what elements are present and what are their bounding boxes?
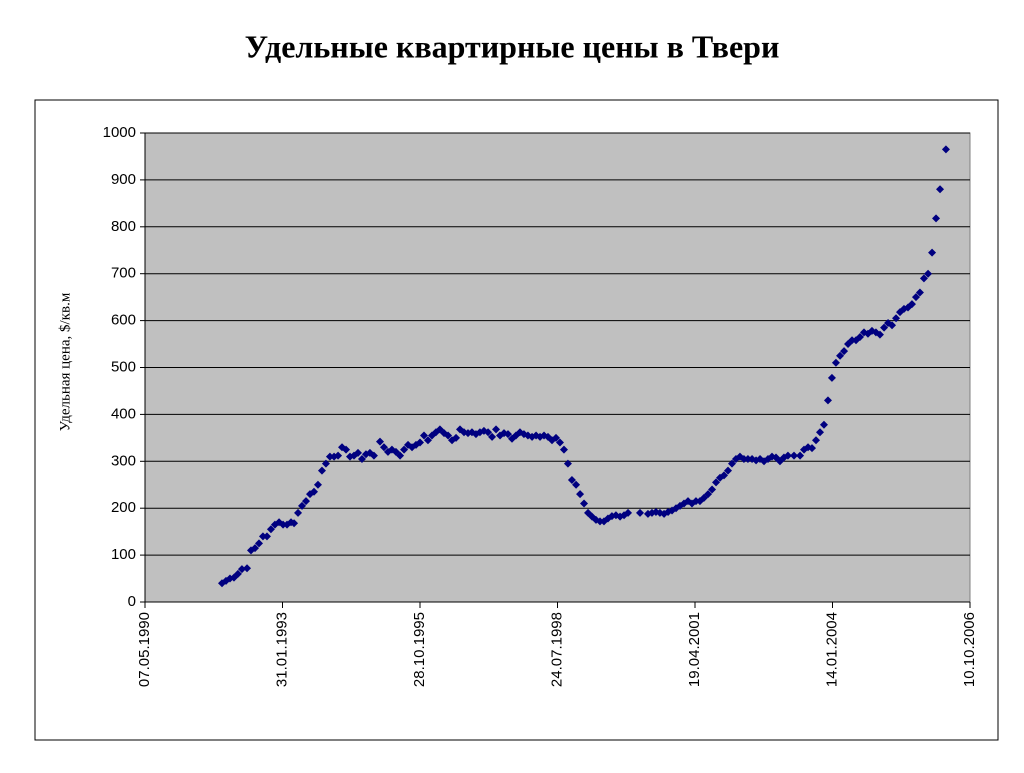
data-point [375, 437, 384, 446]
data-point [743, 454, 752, 463]
data-point [551, 433, 560, 442]
data-point [567, 476, 576, 485]
data-point [357, 454, 366, 463]
data-point [325, 452, 334, 461]
data-point [317, 466, 326, 475]
data-point [555, 438, 564, 447]
y-tick-label: 200 [111, 499, 136, 516]
data-point [563, 459, 572, 468]
data-point [712, 478, 721, 487]
y-tick-label: 1000 [103, 124, 136, 141]
data-point [444, 431, 453, 440]
data-point [353, 448, 362, 457]
data-point [636, 508, 644, 517]
data-point [237, 565, 246, 574]
data-point [831, 358, 840, 367]
data-point [815, 428, 824, 437]
data-point [266, 525, 275, 534]
chart-title: Удельные квартирные цены в Твери [245, 28, 780, 64]
y-tick-label: 600 [111, 312, 136, 329]
data-point [812, 436, 820, 445]
data-point [334, 451, 343, 460]
data-point [309, 487, 318, 496]
data-point [928, 248, 937, 257]
data-point [823, 396, 832, 405]
x-tick-label: 10.10.2006 [961, 612, 978, 687]
data-point [907, 300, 916, 309]
data-point [452, 433, 461, 442]
x-tick-label: 07.05.1990 [136, 612, 153, 687]
data-point [932, 214, 941, 223]
data-point [251, 544, 259, 553]
data-point [321, 459, 330, 468]
data-point [233, 569, 242, 578]
data-point [298, 501, 307, 510]
data-point [419, 431, 428, 440]
data-point [580, 499, 589, 508]
data-point [941, 145, 950, 154]
data-point [720, 471, 729, 480]
data-point [488, 432, 497, 441]
data-point [342, 445, 351, 454]
data-point [836, 351, 845, 360]
data-point [294, 508, 303, 517]
data-point [919, 274, 928, 283]
data-point [423, 436, 432, 445]
data-point [576, 490, 585, 499]
y-tick-label: 700 [111, 265, 136, 282]
y-tick-label: 500 [111, 358, 136, 375]
data-point [708, 485, 717, 494]
y-axis-title: Удельная цена, $/кв.м [57, 292, 73, 431]
data-point [379, 443, 388, 452]
y-tick-label: 400 [111, 405, 136, 422]
data-point [484, 428, 493, 437]
data-point [819, 420, 828, 429]
data-point [924, 269, 933, 278]
y-tick-label: 900 [111, 171, 136, 188]
data-point [840, 347, 849, 356]
data-point [290, 519, 299, 528]
x-tick-label: 24.07.1998 [548, 612, 565, 687]
data-point [624, 508, 633, 517]
data-point [856, 333, 864, 342]
data-point [400, 445, 409, 454]
data-point [651, 507, 660, 516]
data-point [262, 532, 271, 541]
data-point [783, 451, 792, 460]
data-point [790, 451, 798, 460]
data-point [243, 564, 252, 573]
data-point [827, 373, 836, 382]
x-tick-label: 19.04.2001 [686, 612, 703, 687]
data-point [875, 330, 884, 339]
data-point [911, 293, 920, 302]
y-tick-label: 100 [111, 546, 136, 563]
data-point [572, 480, 581, 489]
data-point [559, 445, 568, 454]
data-point [313, 480, 322, 489]
data-point [416, 438, 424, 447]
data-point [492, 425, 501, 434]
data-point [704, 490, 713, 499]
data-point [302, 497, 311, 506]
data-point [369, 451, 378, 460]
data-point [936, 185, 945, 194]
data-point [727, 459, 736, 468]
data-point [396, 451, 405, 460]
x-tick-label: 31.01.1993 [273, 612, 290, 687]
data-point [504, 430, 512, 439]
y-tick-label: 800 [111, 218, 136, 235]
data-point [254, 539, 263, 548]
data-point [892, 314, 901, 323]
x-tick-label: 28.10.1995 [411, 612, 428, 687]
data-point [808, 444, 817, 453]
data-point [915, 288, 924, 297]
y-tick-label: 0 [128, 593, 136, 610]
data-point [724, 466, 732, 475]
data-point [796, 451, 805, 460]
data-point [880, 323, 889, 332]
data-point [888, 321, 897, 330]
x-tick-label: 14.01.2004 [823, 612, 840, 687]
y-tick-label: 300 [111, 452, 136, 469]
